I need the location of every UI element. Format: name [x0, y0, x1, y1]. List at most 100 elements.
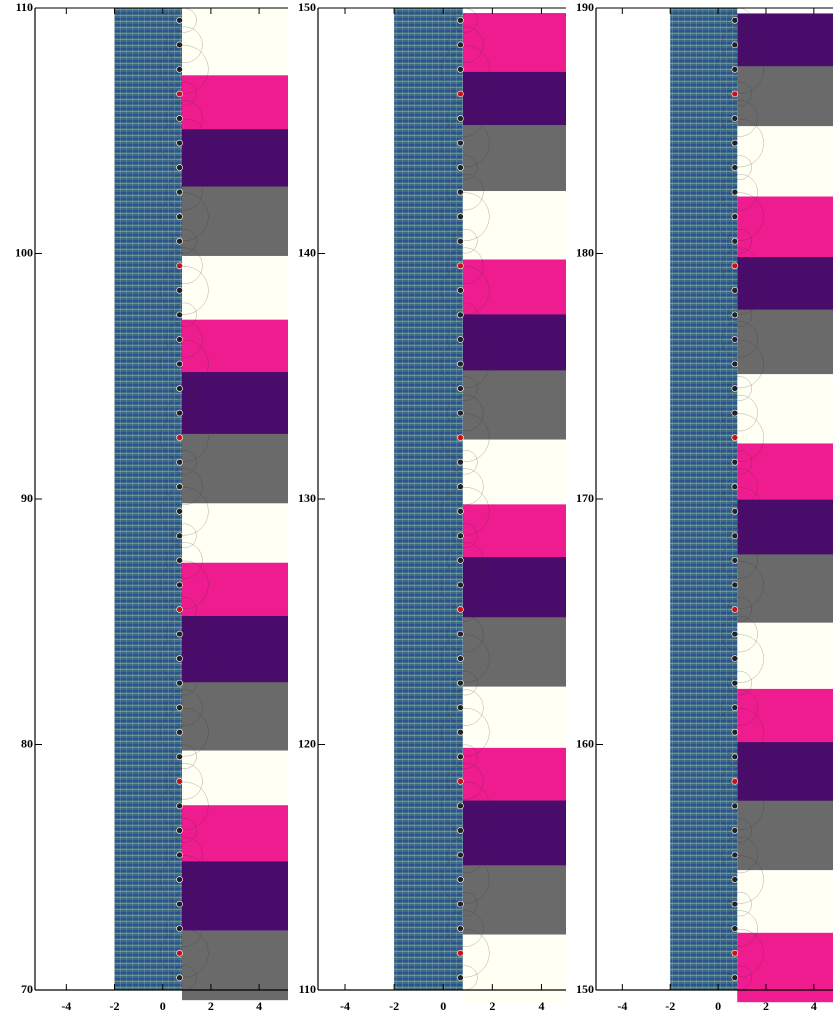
- zero-marker: [177, 778, 183, 784]
- zero-marker: [177, 975, 183, 981]
- phase-band: [463, 935, 566, 1004]
- phase-band: [737, 801, 833, 870]
- zero-marker: [457, 42, 463, 48]
- zero-marker: [457, 287, 463, 293]
- x-tick-label: 2: [208, 999, 214, 1013]
- zero-marker: [177, 410, 183, 416]
- y-tick-label: 100: [15, 245, 33, 259]
- phase-band: [182, 256, 288, 325]
- zero-marker: [457, 435, 463, 441]
- zero-marker: [457, 336, 463, 342]
- zero-marker: [177, 901, 183, 907]
- x-tick-label: 0: [160, 999, 166, 1013]
- zero-marker: [457, 361, 463, 367]
- panel: -4-2024: [596, 8, 833, 1013]
- zero-marker: [177, 459, 183, 465]
- zero-marker: [177, 950, 183, 956]
- phase-band: [737, 374, 833, 443]
- zero-marker: [177, 508, 183, 514]
- x-tick-label: -2: [389, 999, 399, 1013]
- zero-marker: [732, 754, 738, 760]
- pole-strip: [115, 8, 182, 990]
- zero-marker: [732, 459, 738, 465]
- x-tick-label: 2: [763, 999, 769, 1013]
- zero-marker: [732, 140, 738, 146]
- x-tick-label: -4: [340, 999, 350, 1013]
- phase-band: [463, 557, 566, 626]
- zero-marker: [177, 386, 183, 392]
- zero-marker: [732, 361, 738, 367]
- zero-marker: [732, 582, 738, 588]
- zero-marker: [732, 852, 738, 858]
- y-tick-label: 190: [576, 0, 594, 14]
- phase-band: [182, 372, 288, 441]
- zero-marker: [177, 214, 183, 220]
- zero-marker: [732, 336, 738, 342]
- zero-marker: [457, 140, 463, 146]
- phase-band: [463, 125, 566, 194]
- y-tick-label: 80: [21, 736, 33, 750]
- zero-marker: [457, 533, 463, 539]
- zero-marker: [457, 410, 463, 416]
- zero-marker: [732, 680, 738, 686]
- zero-marker: [732, 189, 738, 195]
- phase-band: [737, 126, 833, 195]
- zero-marker: [177, 435, 183, 441]
- zero-marker: [732, 508, 738, 514]
- zero-marker: [457, 606, 463, 612]
- phase-band: [463, 617, 566, 686]
- x-tick-label: 4: [538, 999, 544, 1013]
- phase-band: [463, 191, 566, 260]
- zero-marker: [177, 606, 183, 612]
- zero-marker: [457, 189, 463, 195]
- pole-strip: [670, 8, 737, 990]
- zero-marker: [457, 165, 463, 171]
- figure: -4-2024-4-2024-4-20247080901001101101201…: [0, 0, 833, 1018]
- zero-marker: [732, 214, 738, 220]
- zero-marker: [177, 66, 183, 72]
- zero-marker: [732, 557, 738, 563]
- zero-marker: [732, 778, 738, 784]
- zero-marker: [177, 533, 183, 539]
- zero-marker: [177, 827, 183, 833]
- zero-marker: [732, 410, 738, 416]
- y-tick-label: 150: [576, 982, 594, 996]
- zero-marker: [457, 778, 463, 784]
- zero-marker: [177, 484, 183, 490]
- phase-band: [182, 8, 288, 77]
- zero-marker: [177, 312, 183, 318]
- zero-marker: [177, 557, 183, 563]
- zero-marker: [732, 975, 738, 981]
- zero-marker: [177, 140, 183, 146]
- phase-band: [182, 434, 288, 503]
- zero-marker: [457, 877, 463, 883]
- zero-marker: [457, 115, 463, 121]
- x-tick-label: 0: [440, 999, 446, 1013]
- zero-marker: [177, 926, 183, 932]
- phase-band: [737, 310, 833, 379]
- zero-marker: [457, 926, 463, 932]
- zero-marker: [457, 729, 463, 735]
- phase-band: [737, 933, 833, 1002]
- zero-marker: [732, 115, 738, 121]
- zero-marker: [177, 803, 183, 809]
- zero-marker: [457, 705, 463, 711]
- phase-band: [737, 554, 833, 623]
- zero-marker: [457, 754, 463, 760]
- zero-marker: [177, 263, 183, 269]
- zero-marker: [177, 115, 183, 121]
- zero-marker: [457, 484, 463, 490]
- y-tick-label: 130: [298, 491, 316, 505]
- zero-marker: [457, 557, 463, 563]
- zero-marker: [177, 287, 183, 293]
- zero-marker: [732, 386, 738, 392]
- phase-band: [463, 370, 566, 439]
- zero-marker: [732, 901, 738, 907]
- zero-marker: [732, 950, 738, 956]
- phase-band: [737, 66, 833, 135]
- y-tick-label: 160: [576, 736, 594, 750]
- zero-marker: [177, 17, 183, 23]
- zero-marker: [732, 312, 738, 318]
- y-tick-label: 110: [299, 982, 316, 996]
- zero-marker: [732, 484, 738, 490]
